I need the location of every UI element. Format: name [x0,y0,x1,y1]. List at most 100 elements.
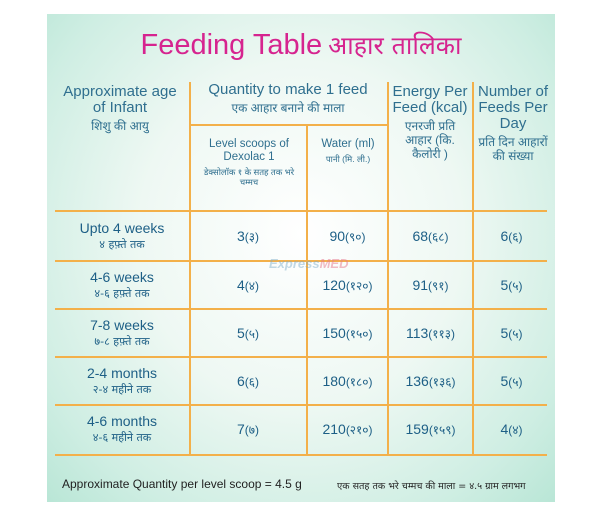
header-feeds-hi: प्रति दिन आहारों की संख्या [478,135,548,163]
scoops-value-hi: (६) [244,374,260,389]
feeds-value: 6 [500,227,509,244]
header-age: Approximate age of Infant शिशु की आयु [61,83,179,134]
feeding-table-card: Feeding Table आहार तालिका Approximate age… [47,14,555,502]
energy-value: 159 [405,420,429,437]
header-energy-hi: एनरजी प्रति आहार (कि. कैलोरी ) [404,119,456,161]
divider-row-2 [55,308,547,310]
watermark-logo: ExpressMED [269,256,348,271]
scoops-cell: 4(४) [190,261,306,309]
header-quantity-en: Quantity to make 1 feed [208,81,368,98]
watermark-med: MED [319,256,349,271]
header-energy: Energy Per Feed (kcal) एनरजी प्रति आहार … [391,83,469,162]
water-cell: 150(१५०) [308,309,387,357]
header-age-hi: शिशु की आयु [91,119,149,133]
age-en: 4-6 weeks [90,269,154,285]
divider-col-2 [306,124,308,454]
energy-value-hi: (६८) [428,229,449,244]
scoops-value-hi: (५) [244,326,260,341]
energy-value: 113 [405,324,429,341]
feeds-value-hi: (४) [508,422,523,437]
water-value-hi: (१५०) [345,326,373,341]
energy-value-hi: (११३) [428,326,456,341]
divider-row-1 [55,260,547,262]
title-en: Feeding Table [140,29,323,61]
water-value: 210 [322,420,346,437]
feeds-cell: 5(५) [474,261,549,309]
header-water-en: Water (ml) [321,138,375,150]
divider-row-5 [55,454,547,456]
table-row: 7-8 weeks ७-८ हफ़्ते तक 5(५) 150(१५०) 11… [47,309,555,357]
scoops-cell: 5(५) [190,309,306,357]
age-hi: ७-८ हफ़्ते तक [94,335,150,348]
age-cell: 2-4 months २-४ महीने तक [57,357,187,405]
water-value: 150 [322,324,346,341]
header-energy-en: Energy Per Feed (kcal) [392,83,468,116]
age-hi: ४-६ हफ़्ते तक [94,287,150,300]
feeds-cell: 5(५) [474,309,549,357]
age-en: 7-8 weeks [90,317,154,333]
header-scoops: Level scoops of Dexolac 1 डेक्सोलॉक १ के… [195,138,303,187]
age-cell: Upto 4 weeks ४ हफ़्ते तक [57,212,187,260]
page-title: Feeding Table आहार तालिका [47,28,555,62]
table-row: 4-6 weeks ४-६ हफ़्ते तक 4(४) 120(१२०) 91… [47,261,555,309]
age-hi: २-४ महीने तक [92,383,152,396]
header-water: Water (ml) पानी (मि. ली.) [309,138,387,164]
energy-cell: 113(११३) [389,309,472,357]
divider-row-3 [55,356,547,358]
watermark-express: Express [269,256,320,271]
water-cell: 210(२१०) [308,405,387,453]
water-value-hi: (१२०) [345,278,373,293]
age-en: 4-6 months [86,413,158,429]
energy-value-hi: (९१) [428,278,449,293]
age-hi: ४ हफ़्ते तक [99,238,145,251]
age-en: Upto 4 weeks [79,220,165,236]
age-en: 2-4 months [86,365,158,381]
energy-cell: 91(९१) [389,261,472,309]
water-value-hi: (१८०) [345,374,373,389]
water-value: 90 [329,227,346,244]
age-cell: 4-6 weeks ४-६ हफ़्ते तक [57,261,187,309]
scoops-value: 3 [236,227,245,244]
water-cell: 90(९०) [308,212,387,260]
age-hi: ४-६ महीने तक [92,431,152,444]
scoops-value: 6 [236,372,245,389]
water-value-hi: (२१०) [345,422,373,437]
water-value: 120 [322,276,346,293]
scoops-cell: 3(३) [190,212,306,260]
header-quantity-hi: एक आहार बनाने की माला [231,101,345,115]
title-hi: आहार तालिका [328,31,462,60]
feeds-cell: 5(५) [474,357,549,405]
divider-header [55,210,547,212]
water-value-hi: (९०) [345,229,366,244]
header-scoops-hi: डेक्सोलॉक १ के सतह तक भरे चम्मच [203,167,295,187]
header-feeds-en: Number of Feeds Per Day [477,83,549,132]
footer-note-en: Approximate Quantity per level scoop = 4… [62,477,302,491]
divider-quantity-sub [189,124,387,126]
scoops-value-hi: (४) [244,278,260,293]
feeds-value-hi: (६) [508,229,523,244]
table-row: 4-6 months ४-६ महीने तक 7(७) 210(२१०) 15… [47,405,555,453]
energy-value: 136 [405,372,429,389]
energy-value: 91 [412,276,429,293]
header-feeds: Number of Feeds Per Day प्रति दिन आहारों… [477,83,549,164]
scoops-cell: 6(६) [190,357,306,405]
scoops-value: 7 [236,420,245,437]
age-cell: 4-6 months ४-६ महीने तक [57,405,187,453]
divider-col-1 [189,82,191,454]
divider-row-4 [55,404,547,406]
table-row: Upto 4 weeks ४ हफ़्ते तक 3(३) 90(९०) 68(… [47,212,555,260]
feeds-value-hi: (५) [508,374,523,389]
footer-note-hi: एक सतह तक भरे चम्मच की माला = ४.५ ग्राम … [337,481,526,492]
scoops-cell: 7(७) [190,405,306,453]
header-age-en: Approximate age of Infant [63,83,177,116]
age-cell: 7-8 weeks ७-८ हफ़्ते तक [57,309,187,357]
feeds-value: 5 [500,324,509,341]
water-cell: 120(१२०) [308,261,387,309]
feeds-value-hi: (५) [508,278,523,293]
energy-cell: 159(१५९) [389,405,472,453]
energy-value-hi: (१५९) [428,422,456,437]
feeds-value: 4 [500,420,509,437]
feeds-value: 5 [500,276,509,293]
header-water-hi: पानी (मि. ली.) [325,154,371,164]
energy-cell: 136(१३६) [389,357,472,405]
